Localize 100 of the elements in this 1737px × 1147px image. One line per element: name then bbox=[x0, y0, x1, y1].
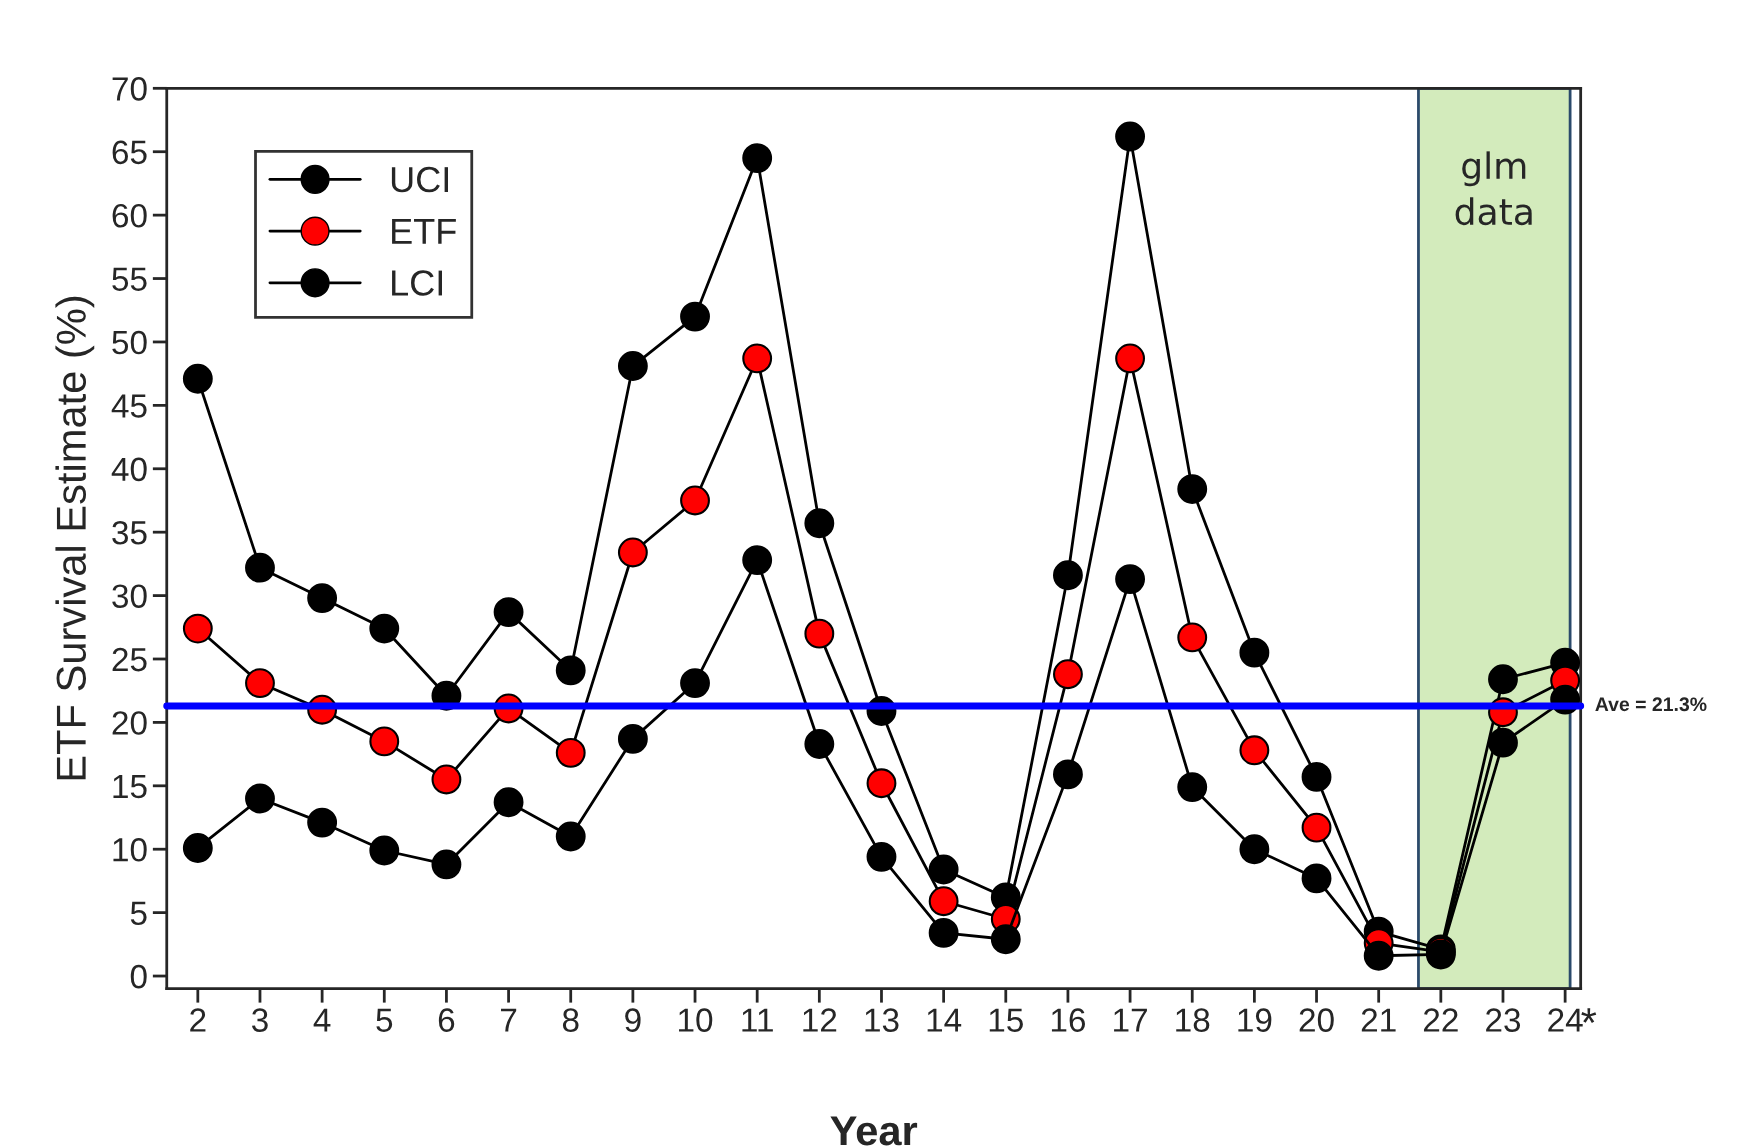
x-tick-label: 2 bbox=[190, 1008, 206, 1032]
point bbox=[555, 655, 586, 686]
point bbox=[680, 301, 710, 332]
y-tick-label: 10 bbox=[113, 838, 147, 862]
ref-line-label: Ave = 21.3% bbox=[1595, 697, 1707, 712]
point bbox=[555, 821, 586, 852]
point bbox=[431, 849, 462, 880]
point bbox=[680, 668, 710, 699]
point bbox=[555, 737, 586, 768]
legend-label: UCI bbox=[391, 166, 448, 193]
y-tick-label: 55 bbox=[112, 267, 147, 291]
x-tick-label: 5 bbox=[376, 1008, 393, 1032]
y-tick-label: 0 bbox=[130, 964, 147, 989]
legend-label: ETF bbox=[392, 218, 456, 244]
y-tick-label: 25 bbox=[112, 647, 147, 672]
y-tick-label: 50 bbox=[112, 330, 147, 355]
point bbox=[1488, 664, 1518, 695]
point bbox=[493, 787, 524, 818]
point bbox=[804, 508, 835, 539]
point bbox=[1053, 659, 1083, 690]
x-tick-label: 19 bbox=[1238, 1008, 1272, 1032]
y-tick-label: 5 bbox=[130, 901, 147, 926]
point bbox=[928, 854, 959, 885]
point bbox=[245, 552, 275, 583]
point bbox=[1363, 940, 1394, 971]
point bbox=[990, 924, 1021, 955]
point bbox=[182, 363, 213, 394]
point bbox=[245, 668, 275, 699]
point bbox=[1177, 474, 1208, 504]
point bbox=[431, 764, 462, 795]
x-tick-label: 22 bbox=[1423, 1008, 1458, 1032]
point bbox=[866, 841, 897, 872]
x-tick-label: 14 bbox=[927, 1008, 962, 1032]
point bbox=[1488, 727, 1518, 758]
text: * bbox=[1581, 1008, 1597, 1023]
point bbox=[1115, 343, 1146, 374]
point bbox=[928, 886, 959, 917]
point bbox=[369, 835, 400, 866]
point bbox=[1177, 772, 1208, 803]
x-tick-label: 20 bbox=[1299, 1008, 1334, 1032]
point bbox=[369, 613, 400, 644]
y-tick-label: 15 bbox=[113, 774, 147, 799]
x-tick-label: 16 bbox=[1051, 1008, 1086, 1032]
point bbox=[493, 597, 524, 627]
x-tick-label: 13 bbox=[865, 1008, 899, 1032]
y-tick-label: 30 bbox=[112, 584, 147, 608]
point bbox=[1239, 637, 1270, 668]
point bbox=[866, 768, 897, 799]
point bbox=[742, 545, 773, 575]
y-tick-label: 40 bbox=[111, 457, 147, 482]
point bbox=[742, 143, 773, 173]
x-tick-label: 6 bbox=[438, 1008, 455, 1032]
point bbox=[307, 583, 338, 614]
point bbox=[804, 729, 835, 759]
x-tick-label: 18 bbox=[1176, 1008, 1210, 1032]
y-tick-label: 60 bbox=[112, 203, 147, 228]
point bbox=[617, 723, 648, 754]
y-tick-label: 20 bbox=[112, 711, 147, 735]
x-tick-label: 7 bbox=[501, 1008, 517, 1032]
x-tick-label: 11 bbox=[742, 1008, 773, 1032]
point bbox=[617, 537, 648, 568]
point bbox=[1115, 121, 1146, 152]
y-tick-label: 65 bbox=[112, 140, 147, 165]
point bbox=[928, 917, 959, 948]
x-tick-label: 12 bbox=[803, 1008, 837, 1032]
y-tick-label: 45 bbox=[111, 394, 147, 418]
point bbox=[1177, 622, 1208, 653]
point bbox=[1115, 564, 1146, 595]
x-axis-title: Year bbox=[830, 1116, 918, 1146]
x-tick-label: 8 bbox=[562, 1008, 579, 1032]
point bbox=[1301, 863, 1332, 894]
x-tick-label: 3 bbox=[251, 1008, 268, 1032]
point bbox=[680, 485, 710, 516]
point bbox=[369, 726, 400, 757]
point bbox=[1053, 560, 1083, 591]
x-tick-label: 15 bbox=[989, 1008, 1023, 1032]
x-tick-label: 9 bbox=[625, 1008, 641, 1032]
x-tick-label: 23 bbox=[1486, 1008, 1521, 1032]
point bbox=[1239, 735, 1270, 766]
point bbox=[1301, 762, 1332, 792]
y-axis-title: ETF Survival Estimate (%) bbox=[55, 296, 95, 780]
point bbox=[182, 833, 213, 863]
point bbox=[617, 351, 648, 381]
y-tick-label: 70 bbox=[112, 77, 147, 101]
x-tick-label: 10 bbox=[679, 1008, 713, 1032]
point bbox=[307, 807, 338, 838]
point bbox=[742, 343, 773, 374]
x-tick-label: 21 bbox=[1361, 1008, 1396, 1032]
point bbox=[1053, 759, 1083, 790]
point bbox=[182, 613, 213, 644]
legend-label: LCI bbox=[392, 270, 442, 296]
point bbox=[245, 783, 275, 814]
band-label: glm data bbox=[1455, 151, 1532, 226]
point bbox=[1239, 834, 1270, 865]
x-tick-label: 17 bbox=[1114, 1008, 1147, 1032]
point bbox=[1301, 812, 1332, 843]
x-tick-label: 4 bbox=[313, 1008, 331, 1032]
y-tick-label: 35 bbox=[112, 520, 147, 545]
x-tick-label: 24 bbox=[1548, 1008, 1583, 1032]
point bbox=[804, 618, 835, 649]
